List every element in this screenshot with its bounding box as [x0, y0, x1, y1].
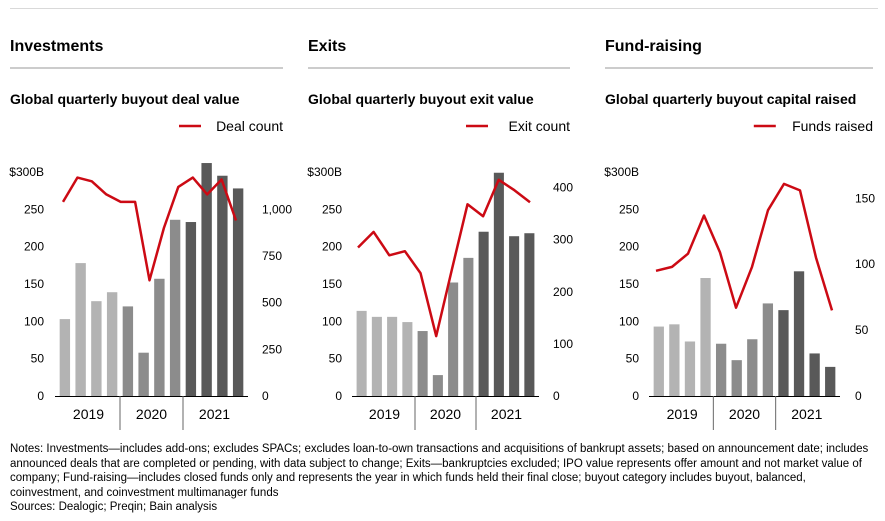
panel-2-year-label: 2019 [369, 406, 400, 422]
panel-1-y-left-tick: 100 [24, 314, 44, 328]
panel-3-bar [669, 324, 680, 396]
panel-2-y-right-tick: 100 [553, 337, 573, 351]
panel-1-y-left-tick: 50 [31, 352, 45, 366]
panel-1-year-label: 2020 [136, 406, 167, 422]
panel-3-bar [731, 360, 742, 396]
panel-3-y-right-tick: 50 [855, 323, 869, 337]
panel-1-y-right-tick: 500 [262, 296, 282, 310]
panel-1-section-title: Investments [10, 38, 103, 55]
panel-2-line-series [357, 178, 531, 338]
panel-3-bar [762, 303, 774, 396]
panel-2-year-label: 2020 [430, 406, 461, 422]
panel-2-y-left-tick: $300B [307, 165, 342, 179]
panel-3-bar [700, 278, 711, 396]
panel-1-bar [169, 219, 181, 396]
panel-1-bar [75, 263, 86, 396]
panel-1-y-left-tick: 250 [24, 202, 44, 216]
panel-3-y-right-tick: 0 [855, 389, 862, 403]
panel-2-bar [432, 375, 443, 396]
panel-2-bar [448, 282, 459, 396]
panel-3-bar [809, 353, 820, 396]
panel-2-section-title: Exits [308, 38, 346, 55]
panel-1-y-right-tick: 1,000 [262, 202, 292, 216]
panel-1-y-left-tick: 0 [37, 389, 44, 403]
panel-1-bar [106, 292, 118, 396]
notes-block: Notes: Investments—includes add-ons; exc… [10, 442, 880, 515]
panel-2-y-right-tick: 200 [553, 285, 573, 299]
panel-2-bar [402, 322, 413, 396]
panel-2-y-right-tick: 0 [553, 389, 560, 403]
panel-1-y-right-tick: 250 [262, 342, 282, 356]
panel-3-y-left-tick: $300B [604, 165, 639, 179]
panel-3-y-left-tick: 150 [619, 277, 639, 291]
panel-3-y-left-tick: 100 [619, 314, 639, 328]
panel-2-y-left-tick: 250 [322, 202, 342, 216]
panel-1-chart-title: Global quarterly buyout deal value [10, 91, 240, 107]
panel-3-line-series [655, 182, 834, 311]
notes-text: Notes: Investments—includes add-ons; exc… [10, 443, 869, 499]
panel-1-y-left-tick: 200 [24, 240, 44, 254]
top-divider [10, 8, 878, 9]
panel-3-bar [684, 341, 696, 396]
panel-2-bar [509, 236, 520, 396]
panel-3-y-right-tick: 100 [855, 257, 875, 271]
panel-1-y-right-tick: 750 [262, 249, 282, 263]
panel-1-bar [201, 163, 212, 396]
panel-2-bar [387, 316, 398, 396]
panel-1-bar [185, 222, 197, 396]
panel-2-bar [463, 257, 474, 396]
panel-2-bar [524, 233, 535, 396]
panel-1-bar [122, 306, 134, 396]
panel-1-y-left-tick: 150 [24, 277, 44, 291]
panel-2-bar [493, 172, 504, 396]
panel-1-y-right-tick: 0 [262, 389, 269, 403]
panel-1-legend-label: Deal count [216, 118, 283, 134]
panel-1-year-label: 2021 [199, 406, 230, 422]
panel-2-bar [356, 310, 367, 396]
panel-3-section-title: Fund-raising [605, 38, 702, 55]
panel-1-bar [59, 319, 71, 396]
panel-2-y-right-tick: 300 [553, 233, 573, 247]
panel-2-bar [478, 231, 489, 396]
panel-2-y-left-tick: 100 [322, 314, 342, 328]
panel-3-bar [747, 339, 758, 396]
panel-3-bar [778, 310, 789, 396]
panel-1-bar [138, 352, 149, 396]
panel-3-year-label: 2021 [791, 406, 822, 422]
panel-2-legend-label: Exit count [509, 118, 571, 134]
panel-3-y-left-tick: 50 [626, 352, 640, 366]
panel-1-bar [91, 301, 102, 396]
panel-3-year-label: 2020 [729, 406, 760, 422]
panel-3-year-label: 2019 [667, 406, 698, 422]
panel-2-y-left-tick: 0 [335, 389, 342, 403]
panel-2-y-left-tick: 50 [329, 352, 343, 366]
panel-3-y-left-tick: 0 [632, 389, 639, 403]
panel-2-chart-title: Global quarterly buyout exit value [308, 91, 534, 107]
panel-1-bar [154, 278, 165, 396]
panel-2-bar [417, 331, 428, 396]
panel-3-y-right-tick: 150 [855, 191, 875, 205]
panel-3-bar [825, 366, 836, 396]
panel-3-bar [715, 343, 727, 396]
panel-2-year-label: 2021 [491, 406, 522, 422]
panel-1-y-left-tick: $300B [9, 165, 44, 179]
panel-1-bar [217, 175, 228, 396]
panel-2-y-left-tick: 150 [322, 277, 342, 291]
panel-1-year-label: 2019 [73, 406, 104, 422]
panel-1-bar [232, 188, 244, 396]
charts-canvas: Investments Global quarterly buyout deal … [9, 38, 875, 430]
panel-3-legend-label: Funds raised [792, 118, 873, 134]
panel-2-y-right-tick: 400 [553, 181, 573, 195]
panel-2-bar [371, 316, 382, 396]
panel-3-y-left-tick: 250 [619, 202, 639, 216]
sources-text: Sources: Dealogic; Preqin; Bain analysis [10, 501, 218, 514]
panel-3-bar [793, 271, 805, 396]
panel-1-line-series [61, 176, 238, 282]
panel-3-bar [653, 326, 664, 396]
panel-2-y-left-tick: 200 [322, 240, 342, 254]
panel-3-chart-title: Global quarterly buyout capital raised [605, 91, 856, 107]
panel-3-y-left-tick: 200 [619, 240, 639, 254]
